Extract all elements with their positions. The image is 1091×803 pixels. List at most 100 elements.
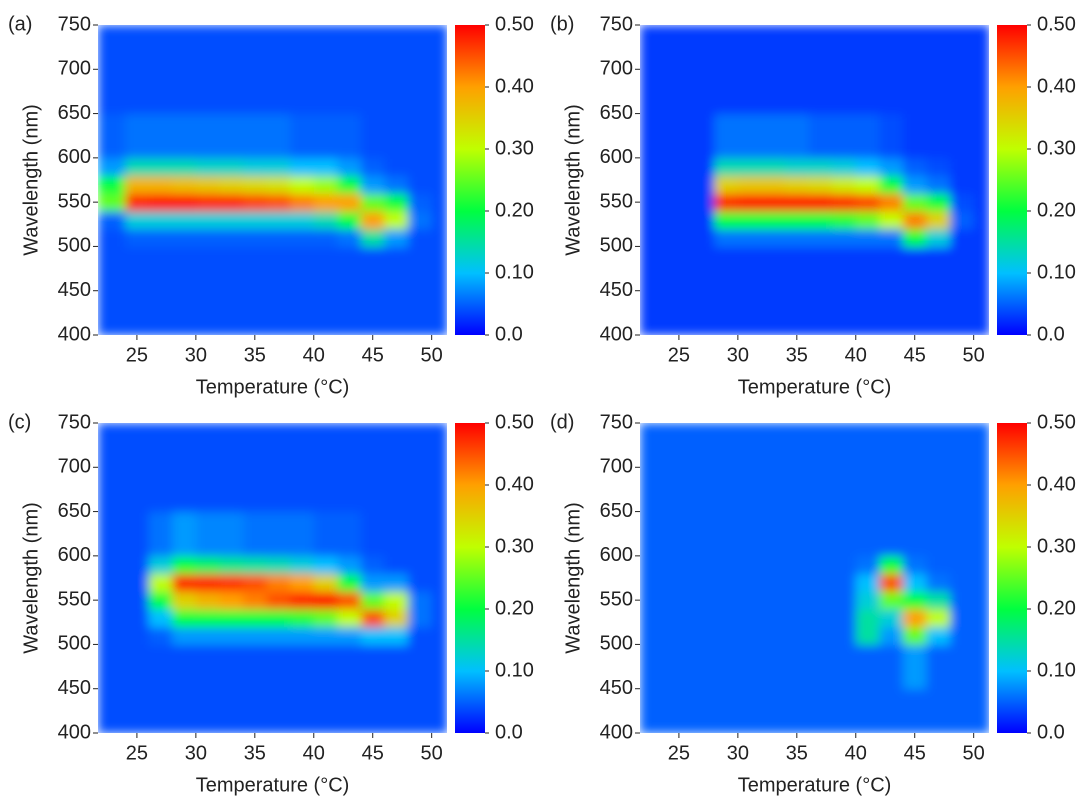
heat-cell [337, 228, 362, 248]
plot-area [98, 423, 447, 733]
heat-cell [384, 175, 409, 194]
heat-cell [290, 246, 315, 292]
heat-cell [690, 573, 715, 592]
y-tick-label: 600 [58, 146, 91, 168]
heat-cell [219, 626, 244, 646]
colorbar-tick-label: 0.0 [495, 721, 523, 743]
panel-label: (d) [550, 411, 574, 433]
heat-cell [195, 511, 221, 557]
heat-cell [172, 69, 197, 115]
heat-cell [761, 626, 786, 646]
heat-cell [714, 626, 739, 646]
heat-cell [761, 290, 786, 335]
heat-cell [785, 609, 810, 628]
heat-cell [761, 69, 786, 115]
heat-cell [714, 25, 739, 70]
heat-cell [313, 423, 338, 468]
heat-cell [761, 113, 786, 159]
heat-cell [808, 573, 833, 592]
heat-cell [219, 290, 244, 335]
y-tick-label: 600 [58, 544, 91, 566]
heat-cell [832, 25, 857, 70]
heat-cell [125, 25, 150, 70]
heat-cell [714, 157, 739, 177]
heat-cell [195, 25, 221, 70]
heat-cell [640, 157, 668, 177]
heatmap-cells [98, 423, 447, 733]
heat-cell [926, 25, 951, 70]
colorbar-tick-label: 0.10 [495, 659, 534, 681]
heat-cell [973, 157, 989, 177]
heat-cell [902, 175, 928, 194]
heat-cell [926, 175, 951, 194]
heat-cell [832, 423, 857, 468]
heat-cell [337, 511, 362, 557]
heat-cell [125, 69, 150, 115]
heat-cell [950, 644, 975, 690]
heat-cell [902, 626, 928, 646]
heat-cell [761, 573, 786, 592]
heat-cell [714, 113, 739, 159]
y-tick-label: 450 [58, 677, 91, 699]
heat-cell [855, 69, 880, 115]
heat-cell [408, 644, 433, 690]
heat-cell [384, 688, 409, 733]
heat-cell [266, 228, 291, 248]
heat-cell [714, 69, 739, 115]
heat-cell [195, 591, 221, 610]
heat-cell [219, 467, 244, 513]
x-tick-label: 45 [362, 344, 384, 366]
heat-cell [148, 467, 173, 513]
heat-cell [926, 626, 951, 646]
heat-cell [973, 211, 989, 230]
heat-cell [148, 193, 173, 212]
x-tick-label: 40 [845, 742, 867, 764]
heat-cell [125, 228, 150, 248]
heat-cell [855, 644, 880, 690]
colorbar-tick-label: 0.40 [495, 473, 534, 495]
y-tick-label: 450 [58, 279, 91, 301]
heat-cell [785, 25, 810, 70]
heat-cell [266, 175, 291, 194]
heat-cell [98, 211, 126, 230]
heat-cell [832, 290, 857, 335]
colorbar-tick-label: 0.20 [1037, 597, 1076, 619]
heat-cell [950, 467, 975, 513]
heat-cell [125, 644, 150, 690]
heat-cell [408, 175, 433, 194]
heat-cell [737, 228, 763, 248]
heat-cell [667, 228, 692, 248]
heat-cell [98, 573, 126, 592]
heat-cell [384, 573, 409, 592]
heat-cell [902, 573, 928, 592]
heat-cell [243, 69, 268, 115]
heat-cell [408, 69, 433, 115]
heat-cell [737, 193, 763, 212]
heat-cell [360, 211, 386, 230]
heat-cell [384, 193, 409, 212]
heat-cell [243, 228, 268, 248]
heat-cell [243, 688, 268, 733]
heat-cell [855, 626, 880, 646]
heat-cell [950, 573, 975, 592]
plot-area [640, 423, 989, 733]
heat-cell [879, 228, 904, 248]
heat-cell [360, 688, 386, 733]
heat-cell [384, 25, 409, 70]
heat-cell [290, 555, 315, 575]
heat-cell [337, 69, 362, 115]
heat-cell [737, 290, 763, 335]
heat-cell [879, 688, 904, 733]
y-tick-label: 750 [58, 13, 91, 35]
heat-cell [926, 211, 951, 230]
heat-cell [640, 609, 668, 628]
heat-cell [360, 511, 386, 557]
heat-cell [172, 511, 197, 557]
heat-cell [172, 609, 197, 628]
heat-cell [973, 688, 989, 733]
heat-cell [266, 609, 291, 628]
heat-cell [172, 644, 197, 690]
heat-cell [761, 246, 786, 292]
heat-cell [832, 157, 857, 177]
heat-cell [640, 573, 668, 592]
